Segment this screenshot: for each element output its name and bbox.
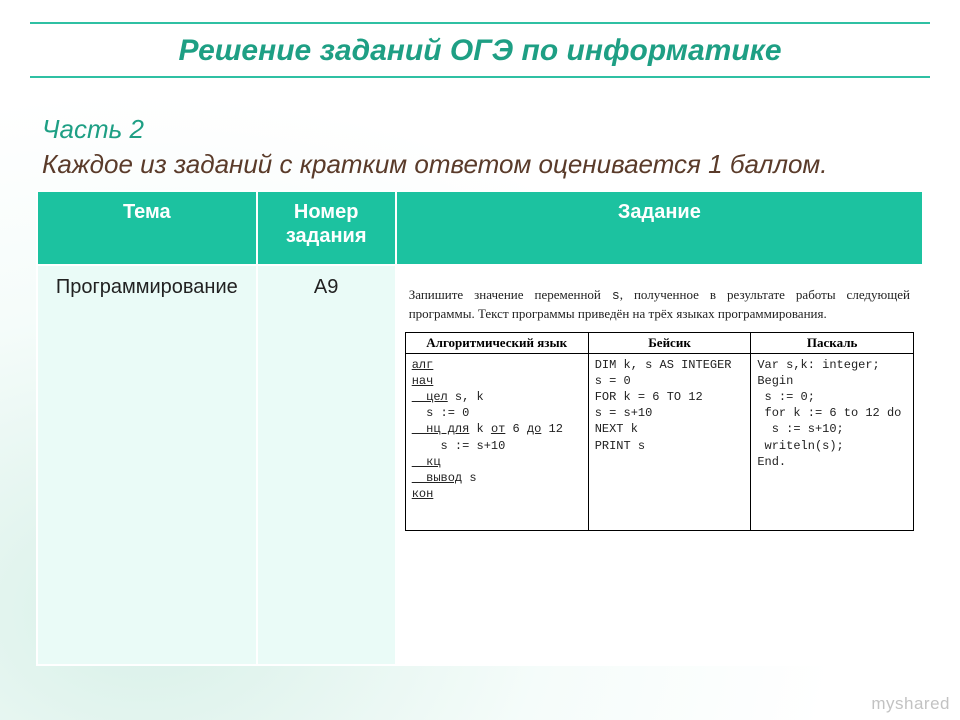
cell-num: A9: [257, 265, 396, 665]
code-col-basic: Бейсик: [588, 333, 751, 354]
code-alg: алг нач цел s, k s := 0 нц для k от 6 до…: [405, 353, 588, 531]
page-title: Решение заданий ОГЭ по информатике: [0, 34, 960, 68]
col-header-task: Задание: [396, 191, 923, 265]
cell-task: Запишите значение переменной s, полученн…: [396, 265, 923, 665]
code-col-alg: Алгоритмический язык: [405, 333, 588, 354]
code-pascal: Var s,k: integer; Begin s := 0; for k :=…: [751, 353, 914, 531]
divider-top-1: [30, 22, 930, 24]
code-header-row: Алгоритмический язык Бейсик Паскаль: [405, 333, 913, 354]
code-table: Алгоритмический язык Бейсик Паскаль алг …: [405, 332, 914, 531]
cell-topic: Программирование: [37, 265, 257, 665]
subtitle-desc: Каждое из заданий с кратким ответом оцен…: [42, 147, 918, 182]
code-basic: DIM k, s AS INTEGER s = 0 FOR k = 6 TO 1…: [588, 353, 751, 531]
watermark: myshared: [871, 694, 950, 714]
subtitle-block: Часть 2 Каждое из заданий с кратким отве…: [42, 112, 918, 182]
table-header-row: Тема Номер задания Задание: [37, 191, 923, 265]
subtitle-part: Часть 2: [42, 112, 918, 147]
divider-top-2: [30, 76, 930, 78]
table-row: Программирование A9 Запишите значение пе…: [37, 265, 923, 665]
task-description: Запишите значение переменной s, полученн…: [409, 286, 910, 322]
code-col-pascal: Паскаль: [751, 333, 914, 354]
code-body-row: алг нач цел s, k s := 0 нц для k от 6 до…: [405, 353, 913, 531]
col-header-num: Номер задания: [257, 191, 396, 265]
main-table: Тема Номер задания Задание Программирова…: [36, 190, 924, 666]
col-header-topic: Тема: [37, 191, 257, 265]
